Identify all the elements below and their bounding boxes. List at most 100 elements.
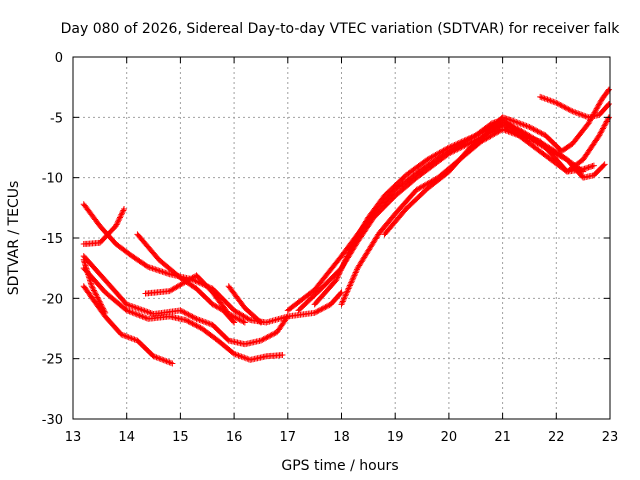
data-point — [598, 128, 605, 135]
data-point — [519, 121, 526, 128]
data-point — [451, 141, 458, 148]
data-point — [339, 263, 346, 270]
data-point — [114, 218, 121, 225]
data-point — [138, 313, 145, 320]
data-point — [120, 207, 127, 214]
data-point — [234, 351, 241, 358]
data-point — [199, 318, 206, 325]
data-point — [455, 140, 462, 147]
data-point — [257, 319, 264, 326]
data-point — [121, 206, 128, 213]
data-point — [180, 308, 187, 315]
data-point — [452, 141, 459, 148]
data-point — [457, 144, 464, 151]
data-point — [349, 276, 356, 283]
data-point — [503, 120, 510, 127]
data-point — [131, 304, 138, 311]
data-point — [509, 130, 516, 137]
y-tick-label: -25 — [42, 353, 63, 368]
data-series — [80, 86, 612, 367]
data-point — [339, 298, 346, 305]
data-point — [450, 142, 457, 149]
data-point — [535, 128, 542, 135]
data-point — [347, 281, 354, 288]
data-point — [454, 140, 461, 147]
data-point — [90, 287, 97, 294]
data-point — [508, 129, 515, 136]
data-point — [267, 332, 274, 339]
data-point — [203, 319, 210, 326]
data-point — [461, 142, 468, 149]
data-point — [97, 301, 104, 308]
data-point — [593, 105, 600, 112]
data-point — [93, 291, 100, 298]
data-point — [348, 279, 355, 286]
data-point — [579, 112, 586, 119]
data-point — [541, 95, 548, 102]
data-point — [95, 297, 102, 304]
data-point — [564, 105, 571, 112]
data-point — [346, 283, 353, 290]
data-point — [344, 252, 351, 259]
data-point — [314, 308, 321, 315]
data-point — [499, 126, 506, 133]
data-point — [507, 122, 514, 129]
data-point — [323, 303, 330, 310]
data-point — [151, 353, 158, 360]
data-point — [193, 322, 200, 329]
data-point — [335, 273, 342, 280]
data-point — [97, 300, 104, 307]
data-point — [538, 94, 545, 101]
x-tick-label: 19 — [387, 430, 404, 445]
data-point — [472, 132, 479, 139]
data-point — [197, 317, 204, 324]
data-point — [502, 127, 509, 134]
data-point — [127, 334, 134, 341]
data-point — [264, 334, 271, 341]
data-point — [344, 286, 351, 293]
data-point — [514, 119, 521, 126]
data-point — [513, 119, 520, 126]
data-point — [474, 131, 481, 138]
data-point — [92, 290, 99, 297]
data-point — [478, 129, 485, 136]
y-axis-title: SDTVAR / TECUs — [6, 181, 22, 296]
data-point — [337, 290, 344, 297]
data-point — [184, 317, 191, 324]
data-point — [91, 288, 98, 295]
data-point — [279, 352, 286, 359]
data-point — [353, 266, 360, 273]
data-point — [348, 278, 355, 285]
data-point — [235, 315, 242, 322]
data-point — [116, 215, 123, 222]
data-point — [514, 125, 521, 132]
data-point — [511, 130, 518, 137]
data-point — [454, 146, 461, 153]
data-point — [140, 307, 147, 314]
data-point — [511, 118, 518, 125]
data-point — [319, 305, 326, 312]
data-point — [573, 109, 580, 116]
data-point — [334, 274, 341, 281]
data-point — [347, 246, 354, 253]
data-point — [233, 315, 240, 322]
data-point — [460, 138, 467, 145]
data-point — [340, 297, 347, 304]
data-point — [116, 214, 123, 221]
data-point — [455, 145, 462, 152]
data-point — [98, 302, 105, 309]
data-point — [345, 285, 352, 292]
data-point — [95, 295, 102, 302]
data-point — [127, 309, 134, 316]
data-point — [568, 107, 575, 114]
data-point — [342, 292, 349, 299]
data-point — [311, 309, 318, 316]
x-tick-label: 17 — [280, 430, 297, 445]
data-point — [460, 143, 467, 150]
series-track-2 — [80, 206, 128, 248]
data-point — [581, 112, 588, 119]
data-point — [147, 309, 154, 316]
data-point — [594, 104, 601, 111]
data-point — [585, 120, 592, 127]
